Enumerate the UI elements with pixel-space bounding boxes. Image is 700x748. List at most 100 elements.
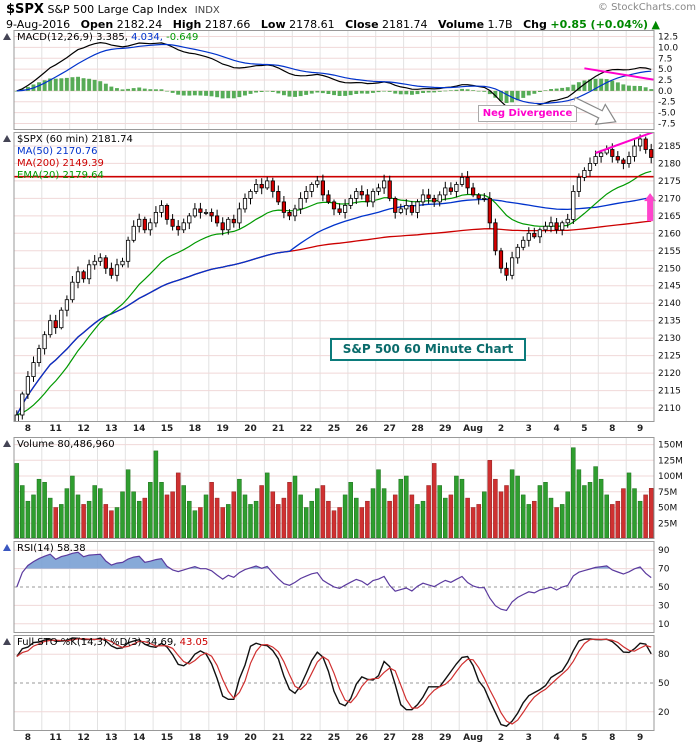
macd-hist-bar bbox=[627, 85, 631, 91]
y-axis-label: 10 bbox=[658, 620, 670, 630]
macd-hist-bar bbox=[538, 90, 542, 92]
macd-hist-bar bbox=[504, 90, 509, 103]
ma50-line bbox=[16, 197, 652, 416]
macd-hist-bar bbox=[638, 86, 642, 91]
volume-bar bbox=[470, 507, 476, 539]
macd-hist-bar bbox=[343, 90, 348, 96]
candle-body bbox=[381, 180, 387, 189]
macd-hist-bar bbox=[159, 89, 164, 91]
candle-body bbox=[270, 180, 275, 192]
panel-collapse-icon[interactable] bbox=[3, 638, 11, 645]
y-axis-label: 50 bbox=[658, 679, 670, 689]
volume-bar bbox=[326, 500, 331, 539]
panel-collapse-icon[interactable] bbox=[3, 440, 11, 447]
volume-bar bbox=[47, 497, 53, 539]
x-axis-label: 9 bbox=[636, 424, 644, 434]
volume-bar bbox=[370, 488, 376, 539]
volume-bar bbox=[75, 494, 81, 539]
candle-body bbox=[426, 194, 431, 199]
candle-body bbox=[36, 348, 42, 364]
macd-hist-bar bbox=[576, 82, 581, 91]
volume-bar bbox=[248, 504, 253, 539]
macd-hist-bar bbox=[220, 90, 225, 99]
candle-body bbox=[259, 184, 264, 189]
macd-hist-label: -0.649 bbox=[166, 32, 199, 43]
sto-d-line bbox=[16, 638, 652, 725]
candle-body bbox=[309, 184, 314, 192]
candle-body bbox=[554, 222, 559, 231]
volume-bar bbox=[181, 485, 186, 539]
candle-body bbox=[376, 187, 381, 192]
high-value: 2187.66 bbox=[204, 18, 251, 31]
macd-hist-bar bbox=[532, 90, 537, 94]
candle-body bbox=[643, 138, 648, 150]
candle-body bbox=[114, 264, 120, 276]
panel-collapse-icon[interactable] bbox=[3, 135, 11, 142]
panel-collapse-icon[interactable] bbox=[3, 544, 11, 551]
volume-bar bbox=[59, 504, 64, 539]
volume-plot: 150M 125M 100M 75M 50M 25M bbox=[13, 437, 683, 539]
plot-bg bbox=[14, 132, 654, 422]
volume-bar bbox=[159, 482, 164, 539]
x-axis-label: Aug bbox=[463, 424, 484, 434]
candle-body bbox=[498, 250, 504, 269]
volume-panel: 150M 125M 100M 75M 50M 25M Volume 80,486,960 bbox=[0, 437, 700, 539]
y-axis-label: 2185 bbox=[658, 142, 681, 152]
volume-bar bbox=[626, 472, 632, 539]
macd-trendline bbox=[584, 67, 654, 81]
macd-hist-bar bbox=[304, 90, 309, 95]
volume-bar bbox=[376, 469, 381, 539]
price-trendline bbox=[595, 132, 654, 154]
x-axis-label: 27 bbox=[383, 424, 396, 434]
magenta-up-arrow-icon bbox=[644, 193, 657, 222]
x-axis-label: 25 bbox=[327, 733, 341, 743]
x-axis-label: 11 bbox=[49, 424, 62, 434]
volume-bar bbox=[153, 450, 159, 539]
macd-hist-bar bbox=[226, 90, 231, 99]
candle-body bbox=[582, 170, 587, 178]
y-axis-label: 2180 bbox=[658, 159, 681, 169]
macd-hist-bar bbox=[282, 90, 286, 96]
volume-bar bbox=[359, 507, 365, 539]
macd-hist-bar bbox=[643, 87, 648, 91]
volume-bar bbox=[504, 485, 509, 539]
candle-body bbox=[432, 198, 437, 203]
chg-value: +0.85 (+0.04%) bbox=[550, 18, 648, 31]
x-axis-label: 20 bbox=[244, 733, 257, 743]
macd-hist-bar bbox=[209, 90, 214, 97]
candle-body bbox=[649, 149, 654, 158]
macd-hist-bar bbox=[493, 90, 498, 98]
candle-body bbox=[331, 201, 337, 210]
macd-hist-bar bbox=[126, 88, 130, 91]
y-axis-label: 5.0 bbox=[658, 65, 673, 75]
plot-border bbox=[13, 541, 655, 633]
volume-bar bbox=[604, 494, 609, 539]
candle-body bbox=[365, 194, 370, 203]
y-axis-label: 2125 bbox=[658, 352, 681, 362]
macd-hist-bar bbox=[376, 90, 381, 93]
exchange: INDX bbox=[194, 5, 220, 16]
macd-hist-bar bbox=[276, 90, 281, 94]
y-axis-label: 2135 bbox=[658, 317, 681, 327]
macd-hist-bar bbox=[426, 90, 431, 93]
macd-hist-bar bbox=[460, 88, 464, 91]
y-axis-label: -5.0 bbox=[658, 109, 676, 119]
price-value-label: $SPX (60 min) 2181.74 bbox=[17, 134, 133, 145]
volume-bar bbox=[231, 491, 237, 539]
volume-bar bbox=[610, 504, 615, 539]
y-axis-label: 50 bbox=[658, 583, 670, 593]
candle-body bbox=[181, 222, 186, 231]
volume-bar bbox=[348, 482, 353, 539]
macd-hist-bar bbox=[610, 80, 615, 91]
candle-body bbox=[493, 222, 498, 252]
volume-bar bbox=[498, 491, 504, 539]
sto-d-label: 43.05 bbox=[179, 637, 209, 648]
panel-collapse-icon[interactable] bbox=[3, 33, 11, 40]
volume-bar bbox=[281, 497, 287, 539]
volume-bar bbox=[148, 482, 153, 539]
x-axis-bottom: 8 11 12 13 14 15 18 19 20 21 22 25 26 27 28 29 Aug 2 3 4 5 8 9 bbox=[0, 733, 700, 746]
macd-hist-bar bbox=[115, 88, 119, 91]
candle-body bbox=[359, 191, 364, 196]
volume-value-label: Volume 80,486,960 bbox=[17, 439, 115, 450]
macd-hist-bar bbox=[48, 78, 53, 91]
